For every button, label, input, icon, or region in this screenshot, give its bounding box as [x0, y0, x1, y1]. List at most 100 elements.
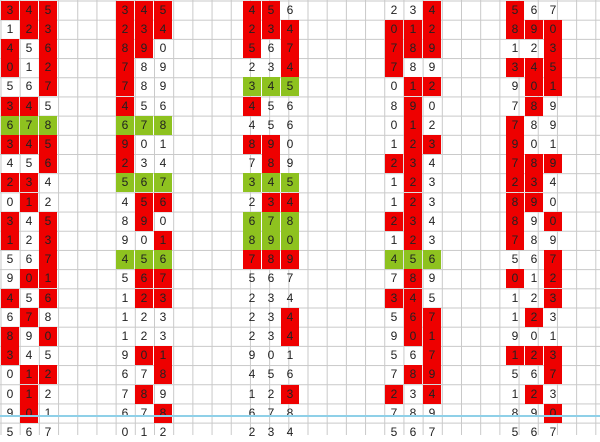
digit-cell: 8	[525, 96, 543, 116]
digit-cell: 0	[6, 194, 14, 209]
digit-cell: 5	[39, 134, 57, 155]
digit-cell: 6	[409, 348, 417, 363]
digit-cell: 8	[404, 38, 422, 59]
digit-cell: 3	[1, 0, 19, 20]
digit-cell: 7	[506, 154, 524, 174]
digit-cell: 8	[525, 154, 543, 174]
digit-cell: 5	[390, 348, 398, 363]
digit-cell: 6	[286, 98, 294, 113]
digit-cell: 4	[423, 0, 441, 20]
digit-cell: 3	[267, 309, 275, 324]
digit-cell: 2	[525, 307, 543, 327]
digit-cell: 5	[116, 173, 134, 193]
digit-cell: 2	[116, 154, 134, 174]
digit-cell: 2	[525, 384, 543, 404]
digit-cell: 1	[154, 230, 172, 251]
digit-cell: 9	[549, 98, 557, 113]
digit-cell: 7	[281, 38, 299, 59]
digit-cell: 6	[25, 79, 33, 94]
digit-cell: 9	[159, 60, 167, 75]
digit-cell: 0	[544, 403, 562, 423]
digit-cell: 9	[525, 192, 543, 212]
digit-cell: 1	[544, 77, 562, 97]
digit-cell: 5	[135, 250, 153, 270]
digit-cell: 6	[530, 252, 538, 267]
digit-cell: 5	[44, 98, 52, 113]
digit-cell: 5	[140, 98, 148, 113]
digit-cell: 3	[159, 309, 167, 324]
digit-cell: 0	[6, 386, 14, 401]
digit-cell: 0	[390, 79, 398, 94]
digit-cell: 0	[267, 348, 275, 363]
bottom-divider-line	[0, 415, 600, 417]
digit-cell: 0	[1, 58, 19, 78]
digit-cell: 2	[506, 173, 524, 193]
digit-cell: 7	[135, 115, 153, 135]
digit-cell: 9	[428, 405, 436, 420]
digit-cell: 9	[511, 328, 519, 343]
digit-cell: 1	[506, 346, 524, 366]
digit-cell: 0	[428, 98, 436, 113]
digit-cell: 7	[154, 173, 172, 193]
digit-cell: 3	[409, 2, 417, 17]
digit-cell: 7	[39, 250, 57, 270]
digit-cell: 0	[530, 328, 538, 343]
digit-cell: 2	[44, 194, 52, 209]
digit-cell: 4	[428, 156, 436, 171]
digit-cell: 1	[121, 290, 129, 305]
digit-cell: 2	[248, 328, 256, 343]
digit-cell: 8	[530, 117, 538, 132]
digit-cell: 7	[267, 405, 275, 420]
digit-cell: 2	[423, 19, 441, 39]
digit-cell: 0	[530, 136, 538, 151]
digit-cell: 1	[140, 424, 148, 439]
digit-cell: 5	[154, 0, 172, 20]
digit-cell: 2	[159, 424, 167, 439]
digit-cell: 2	[20, 19, 38, 39]
digit-cell: 5	[267, 117, 275, 132]
digit-cell: 4	[281, 58, 299, 78]
digit-cell: 7	[423, 346, 441, 366]
digit-cell: 9	[262, 134, 280, 155]
digit-cell: 6	[154, 192, 172, 212]
digit-cell: 0	[281, 230, 299, 251]
digit-cell: 1	[1, 230, 19, 251]
digit-cell: 4	[44, 175, 52, 190]
digit-cell: 8	[281, 211, 299, 231]
digit-cell: 2	[25, 232, 33, 247]
digit-cell: 9	[549, 117, 557, 132]
digit-cell: 3	[39, 19, 57, 39]
digit-cell: 7	[116, 77, 134, 97]
digit-cell: 1	[530, 271, 538, 286]
digit-cell: 8	[44, 309, 52, 324]
digit-cell: 7	[140, 405, 148, 420]
digit-cell: 1	[511, 309, 519, 324]
digit-cell: 1	[20, 384, 38, 404]
digit-cell: 7	[140, 367, 148, 382]
digit-cell: 2	[248, 194, 256, 209]
digit-cell: 1	[20, 192, 38, 212]
digit-cell: 1	[20, 365, 38, 385]
digit-cell: 8	[404, 365, 422, 385]
digit-cell: 6	[409, 424, 417, 439]
digit-cell: 1	[390, 194, 398, 209]
digit-cell: 8	[506, 19, 524, 39]
digit-cell: 7	[116, 58, 134, 78]
digit-cell: 4	[116, 250, 134, 270]
digit-cell: 3	[1, 346, 19, 366]
digit-cell: 4	[6, 156, 14, 171]
digit-cell: 3	[525, 173, 543, 193]
digit-cell: 0	[140, 136, 148, 151]
digit-cell: 4	[243, 96, 261, 116]
digit-cell: 9	[525, 19, 543, 39]
digit-cell: 4	[281, 326, 299, 347]
digit-cell: 8	[262, 250, 280, 270]
digit-cell: 0	[549, 194, 557, 209]
digit-cell: 4	[1, 38, 19, 59]
digit-cell: 4	[1, 288, 19, 308]
digit-cell: 4	[159, 156, 167, 171]
digit-cell: 3	[262, 19, 280, 39]
digit-cell: 3	[281, 384, 299, 404]
digit-cell: 4	[116, 96, 134, 116]
digit-cell: 7	[243, 250, 261, 270]
